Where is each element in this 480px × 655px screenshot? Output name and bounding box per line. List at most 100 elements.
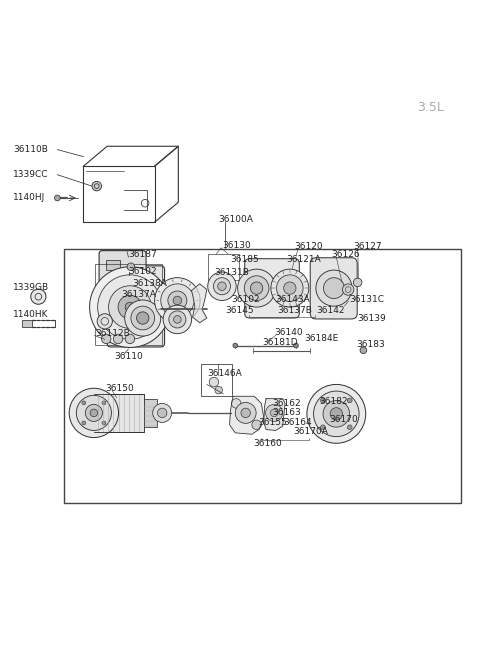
Circle shape xyxy=(153,403,172,422)
Circle shape xyxy=(323,401,349,427)
Circle shape xyxy=(348,398,352,403)
Circle shape xyxy=(118,295,142,319)
Bar xyxy=(96,264,162,345)
Text: 36102: 36102 xyxy=(231,295,260,303)
Circle shape xyxy=(174,316,181,323)
Text: 36170: 36170 xyxy=(329,415,358,424)
Circle shape xyxy=(214,278,230,295)
Text: 36126: 36126 xyxy=(332,250,360,259)
Circle shape xyxy=(316,270,352,306)
Circle shape xyxy=(82,401,86,405)
Circle shape xyxy=(101,334,111,344)
Circle shape xyxy=(97,275,162,339)
Circle shape xyxy=(137,312,149,324)
Circle shape xyxy=(348,425,352,430)
Text: 36142: 36142 xyxy=(316,306,345,315)
Circle shape xyxy=(102,401,106,405)
Circle shape xyxy=(252,420,261,430)
Bar xyxy=(201,364,232,396)
Text: 36163: 36163 xyxy=(272,409,301,417)
Circle shape xyxy=(360,347,367,354)
Text: 36131B: 36131B xyxy=(214,268,249,277)
Text: 36150: 36150 xyxy=(105,384,133,393)
Text: 36170A: 36170A xyxy=(293,427,328,436)
Text: 36184E: 36184E xyxy=(304,334,338,343)
Text: 36127: 36127 xyxy=(353,242,382,252)
FancyBboxPatch shape xyxy=(245,259,300,318)
Text: 1339GB: 1339GB xyxy=(13,283,49,292)
Circle shape xyxy=(102,421,106,425)
Bar xyxy=(22,320,32,327)
Text: 36145: 36145 xyxy=(225,306,253,315)
Circle shape xyxy=(97,314,112,329)
Text: 36121A: 36121A xyxy=(287,255,321,264)
Text: 36160: 36160 xyxy=(253,440,282,448)
Text: 36102: 36102 xyxy=(129,267,157,276)
Circle shape xyxy=(127,263,135,271)
Text: 36138A: 36138A xyxy=(132,279,167,288)
Circle shape xyxy=(76,396,111,430)
Circle shape xyxy=(231,399,241,408)
Circle shape xyxy=(271,269,309,307)
Circle shape xyxy=(113,334,123,344)
Text: 36137B: 36137B xyxy=(277,306,312,315)
Circle shape xyxy=(125,300,161,336)
Circle shape xyxy=(55,195,60,201)
Text: 36143A: 36143A xyxy=(276,295,311,303)
Circle shape xyxy=(235,402,256,423)
FancyBboxPatch shape xyxy=(310,258,357,319)
Circle shape xyxy=(90,409,97,417)
Text: 36185: 36185 xyxy=(230,255,259,264)
FancyBboxPatch shape xyxy=(107,266,165,347)
Circle shape xyxy=(131,306,155,330)
Text: 36100A: 36100A xyxy=(219,215,253,224)
Text: 1140HJ: 1140HJ xyxy=(13,193,46,202)
Circle shape xyxy=(209,377,219,387)
Text: 36164: 36164 xyxy=(284,419,312,427)
Text: 3.5L: 3.5L xyxy=(417,102,444,115)
Text: 36131C: 36131C xyxy=(349,295,384,303)
Text: 36112B: 36112B xyxy=(96,329,130,338)
Circle shape xyxy=(307,384,366,443)
Text: 36187: 36187 xyxy=(129,250,157,259)
Circle shape xyxy=(321,398,325,403)
Bar xyxy=(106,260,120,270)
Circle shape xyxy=(284,282,296,294)
Circle shape xyxy=(125,303,135,312)
Circle shape xyxy=(276,275,303,301)
Text: 36140: 36140 xyxy=(274,328,303,337)
Text: 36110: 36110 xyxy=(114,352,143,362)
Circle shape xyxy=(90,267,170,347)
Circle shape xyxy=(265,404,283,421)
Circle shape xyxy=(251,282,263,294)
Circle shape xyxy=(31,289,46,305)
Bar xyxy=(94,394,144,432)
Bar xyxy=(144,399,157,426)
Circle shape xyxy=(324,278,344,299)
Circle shape xyxy=(313,391,359,437)
Text: 1339CC: 1339CC xyxy=(13,170,48,179)
Text: 36120: 36120 xyxy=(295,242,323,252)
Polygon shape xyxy=(192,284,207,323)
Circle shape xyxy=(270,409,278,417)
Text: 36183: 36183 xyxy=(356,340,385,349)
Text: 36137A: 36137A xyxy=(121,290,156,299)
Circle shape xyxy=(353,278,362,287)
Text: 36181D: 36181D xyxy=(263,338,299,347)
Circle shape xyxy=(173,296,181,305)
Circle shape xyxy=(215,386,222,394)
Circle shape xyxy=(208,272,236,301)
Circle shape xyxy=(92,181,101,191)
Circle shape xyxy=(321,425,325,430)
Circle shape xyxy=(233,343,238,348)
Bar xyxy=(64,249,461,503)
Text: 36155: 36155 xyxy=(258,419,287,427)
Polygon shape xyxy=(264,399,285,430)
Bar xyxy=(108,273,144,287)
Circle shape xyxy=(342,284,354,295)
Circle shape xyxy=(157,408,167,418)
FancyBboxPatch shape xyxy=(99,251,146,284)
Text: 36110B: 36110B xyxy=(13,145,48,154)
Circle shape xyxy=(161,284,194,317)
Circle shape xyxy=(168,291,187,310)
